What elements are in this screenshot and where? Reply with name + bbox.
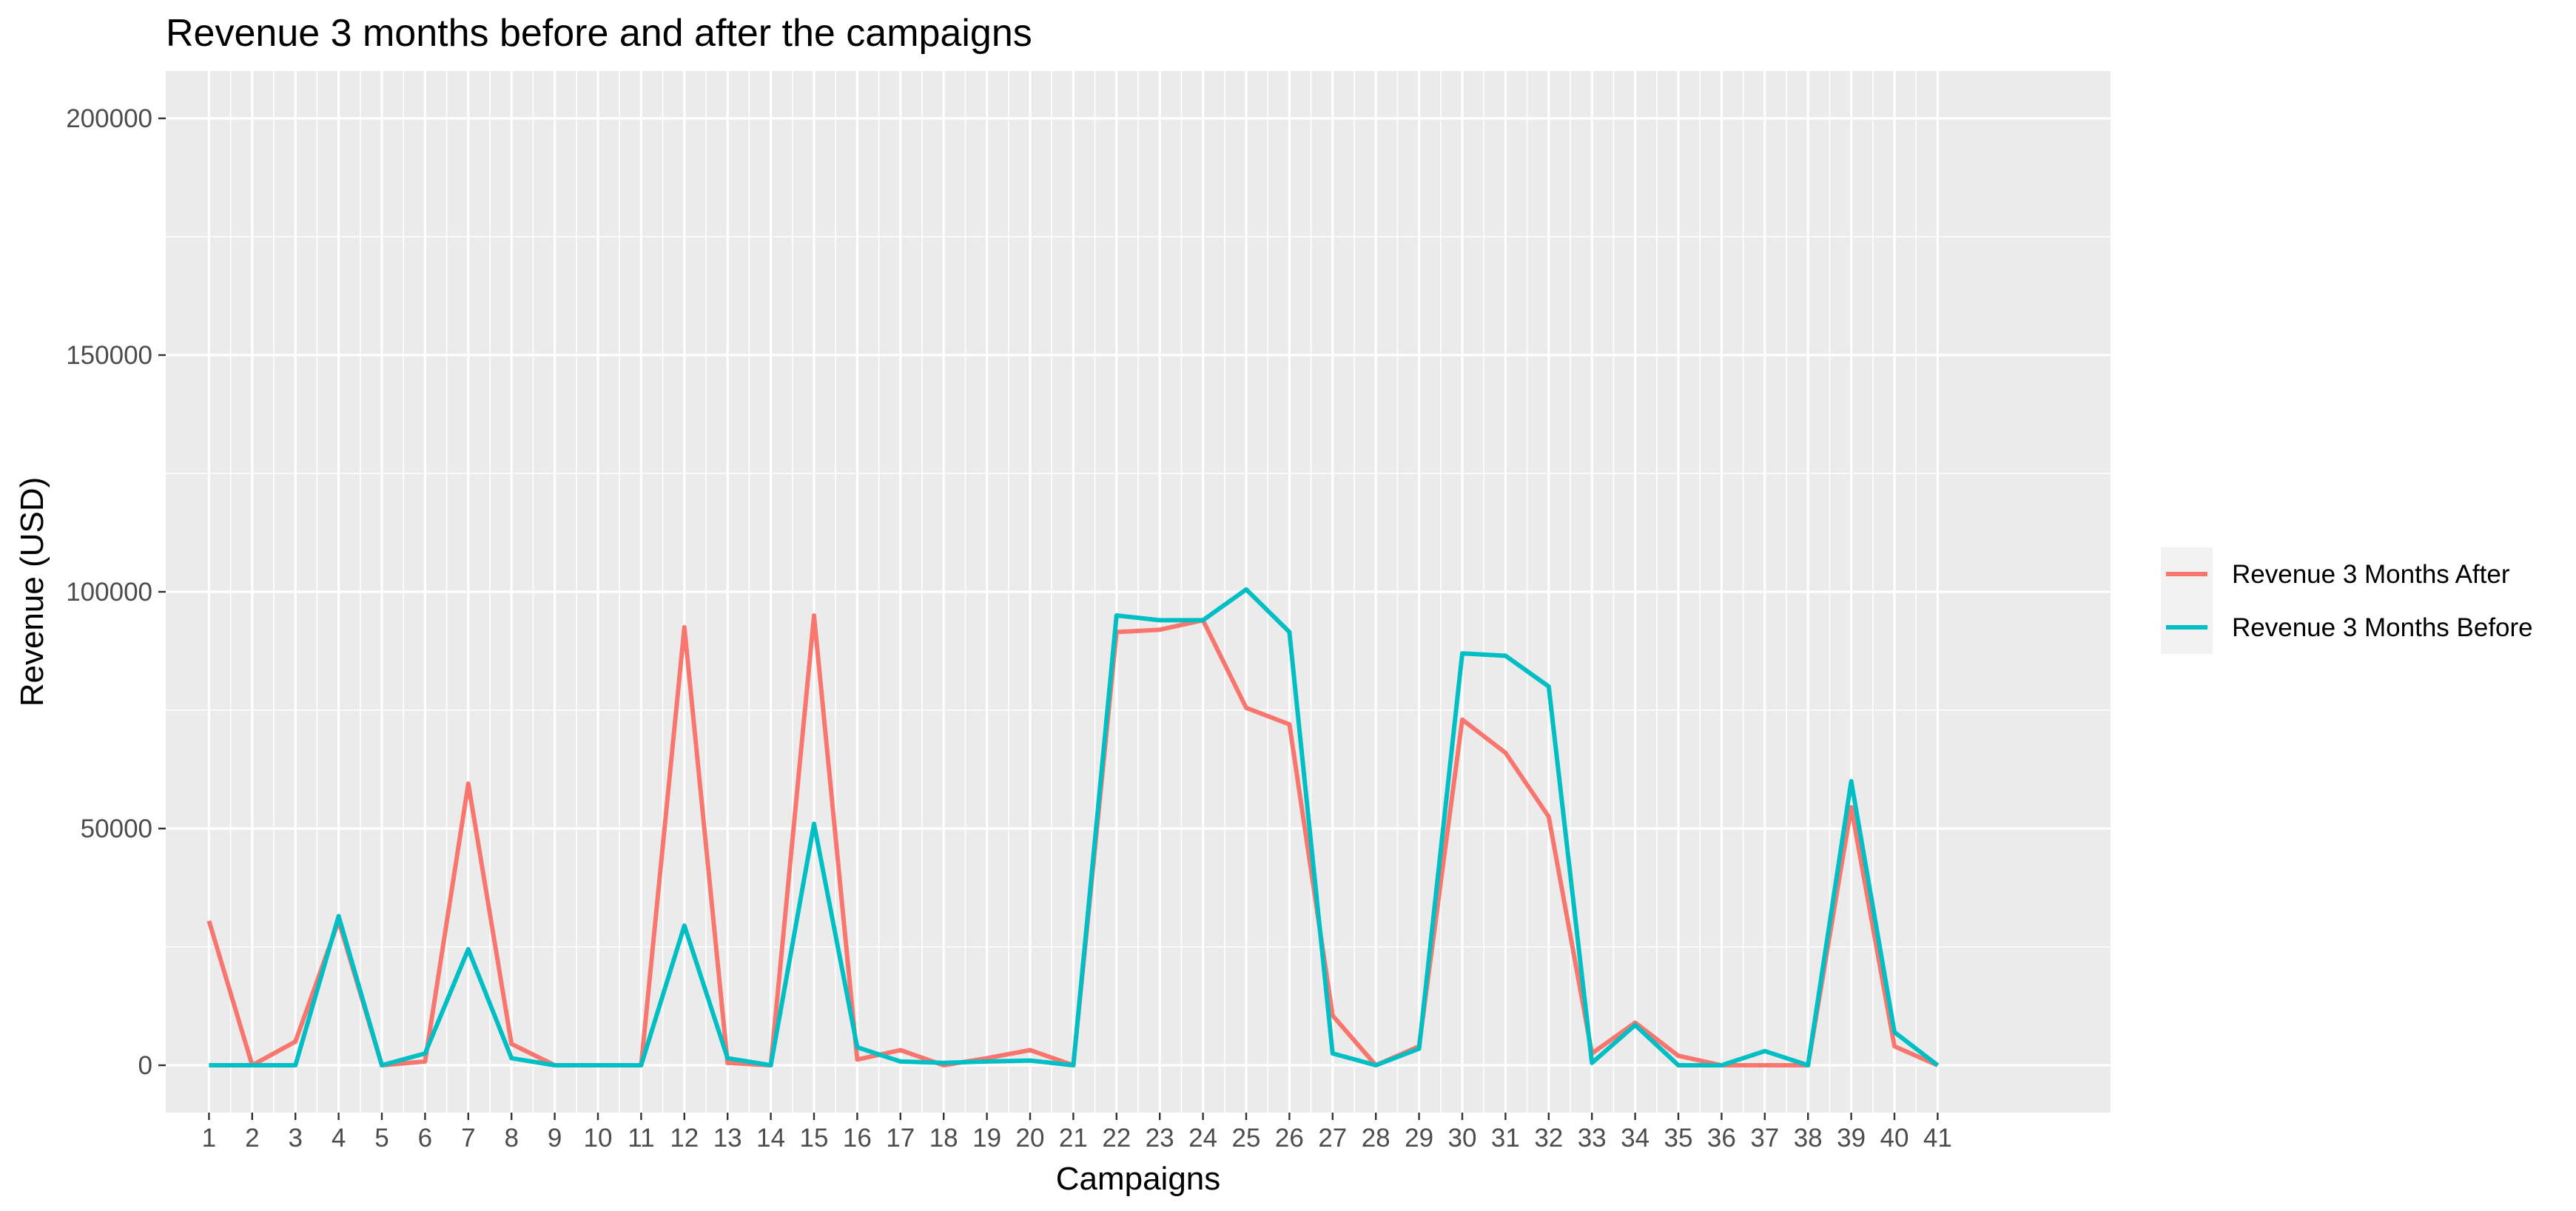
x-tick-label: 32 (1534, 1124, 1563, 1153)
x-axis: 1 2 3 4 5 6 7 8 9 10 11 12 13 14 15 16 17 18 19 20 21 22 23 24 2… (202, 1113, 1952, 1153)
x-tick-label: 16 (843, 1124, 872, 1153)
x-tick-label: 20 (1016, 1124, 1045, 1153)
x-tick-label: 23 (1146, 1124, 1174, 1153)
legend-label: Revenue 3 Months Before (2232, 613, 2533, 642)
x-axis-title: Campaigns (1056, 1161, 1221, 1197)
x-tick-label: 19 (972, 1124, 1001, 1153)
x-tick-label: 5 (374, 1124, 389, 1153)
x-tick-label: 25 (1232, 1124, 1261, 1153)
x-tick-label: 40 (1880, 1124, 1909, 1153)
x-tick-label: 2 (245, 1124, 259, 1153)
y-tick-label: 150000 (66, 341, 152, 370)
x-tick-label: 15 (800, 1124, 829, 1153)
x-tick-label: 30 (1448, 1124, 1477, 1153)
y-tick-label: 50000 (81, 814, 152, 843)
x-tick-label: 33 (1578, 1124, 1607, 1153)
y-axis: 0 50000 100000 150000 200000 (66, 104, 166, 1080)
x-tick-label: 27 (1318, 1124, 1347, 1153)
chart-title: Revenue 3 months before and after the ca… (166, 12, 1032, 55)
x-tick-label: 31 (1491, 1124, 1520, 1153)
x-tick-label: 34 (1621, 1124, 1649, 1153)
y-tick-label: 0 (138, 1051, 152, 1080)
y-tick-label: 100000 (66, 578, 152, 607)
x-tick-label: 18 (929, 1124, 958, 1153)
x-tick-label: 26 (1275, 1124, 1304, 1153)
y-tick-label: 200000 (66, 104, 152, 133)
x-tick-label: 36 (1707, 1124, 1736, 1153)
x-tick-label: 9 (548, 1124, 562, 1153)
x-tick-label: 10 (584, 1124, 613, 1153)
x-tick-label: 21 (1059, 1124, 1088, 1153)
x-tick-label: 8 (504, 1124, 518, 1153)
x-tick-label: 3 (288, 1124, 302, 1153)
x-tick-label: 17 (886, 1124, 915, 1153)
x-tick-label: 29 (1405, 1124, 1433, 1153)
x-tick-label: 41 (1923, 1124, 1952, 1153)
x-tick-label: 38 (1794, 1124, 1823, 1153)
x-tick-label: 4 (332, 1124, 346, 1153)
x-tick-label: 11 (628, 1124, 654, 1153)
x-tick-label: 1 (202, 1124, 216, 1153)
x-tick-label: 28 (1362, 1124, 1390, 1153)
y-axis-title: Revenue (USD) (14, 477, 50, 707)
legend-label: Revenue 3 Months After (2232, 560, 2510, 589)
x-tick-label: 6 (418, 1124, 432, 1153)
x-tick-label: 39 (1837, 1124, 1866, 1153)
x-tick-label: 12 (670, 1124, 699, 1153)
legend: Revenue 3 Months After Revenue 3 Months B… (2161, 547, 2533, 654)
x-tick-label: 24 (1188, 1124, 1217, 1153)
x-tick-label: 7 (461, 1124, 475, 1153)
x-tick-label: 14 (756, 1124, 785, 1153)
x-tick-label: 13 (713, 1124, 742, 1153)
x-tick-label: 35 (1664, 1124, 1693, 1153)
series-line-before (209, 587, 1940, 1067)
x-tick-label: 37 (1750, 1124, 1779, 1153)
x-tick-label: 22 (1102, 1124, 1131, 1153)
series-lines (206, 587, 1940, 1067)
